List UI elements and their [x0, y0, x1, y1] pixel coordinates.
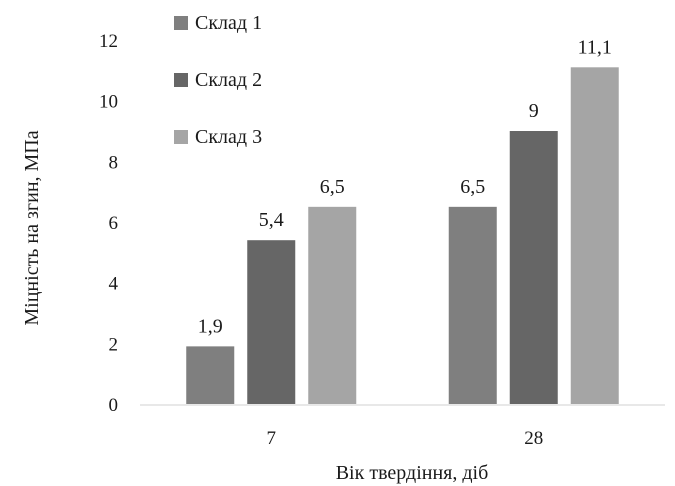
data-label: 6,5 [320, 176, 345, 198]
bar [570, 67, 619, 405]
y-tick-label: 6 [109, 213, 119, 234]
legend-label: Склад 1 [195, 12, 262, 34]
x-axis-ticks: 7 28 [267, 428, 544, 449]
data-label: 6,5 [460, 176, 485, 198]
y-axis-title: Міцність на згин, МПа [21, 130, 43, 325]
y-tick-label: 10 [99, 92, 118, 113]
data-label: 9 [529, 100, 539, 122]
legend-swatch [174, 73, 188, 87]
y-tick-label: 4 [109, 274, 119, 295]
data-label: 11,1 [578, 36, 612, 58]
legend-label: Склад 2 [195, 69, 262, 91]
bars [186, 67, 619, 405]
legend-label: Склад 3 [195, 126, 262, 148]
x-axis-title: Вік твердіння, діб [336, 462, 489, 484]
x-tick-label: 7 [267, 428, 277, 449]
y-tick-label: 8 [109, 152, 119, 173]
data-label: 1,9 [198, 315, 223, 337]
bar [448, 206, 497, 404]
legend: Склад 1 Склад 2 Склад 3 [174, 12, 262, 148]
x-tick-label: 28 [524, 428, 543, 449]
bar [247, 240, 296, 404]
y-tick-label: 0 [109, 395, 119, 416]
bar [308, 206, 357, 404]
data-label: 5,4 [259, 209, 284, 231]
y-tick-label: 2 [109, 334, 119, 355]
legend-swatch [174, 130, 188, 144]
bar [509, 131, 558, 404]
bar [186, 346, 235, 404]
data-labels: 1,9 5,4 6,5 6,5 9 11,1 [198, 36, 612, 337]
y-axis-ticks: 0 2 4 6 8 10 12 [99, 31, 119, 416]
legend-swatch [174, 16, 188, 30]
y-tick-label: 12 [99, 31, 118, 52]
